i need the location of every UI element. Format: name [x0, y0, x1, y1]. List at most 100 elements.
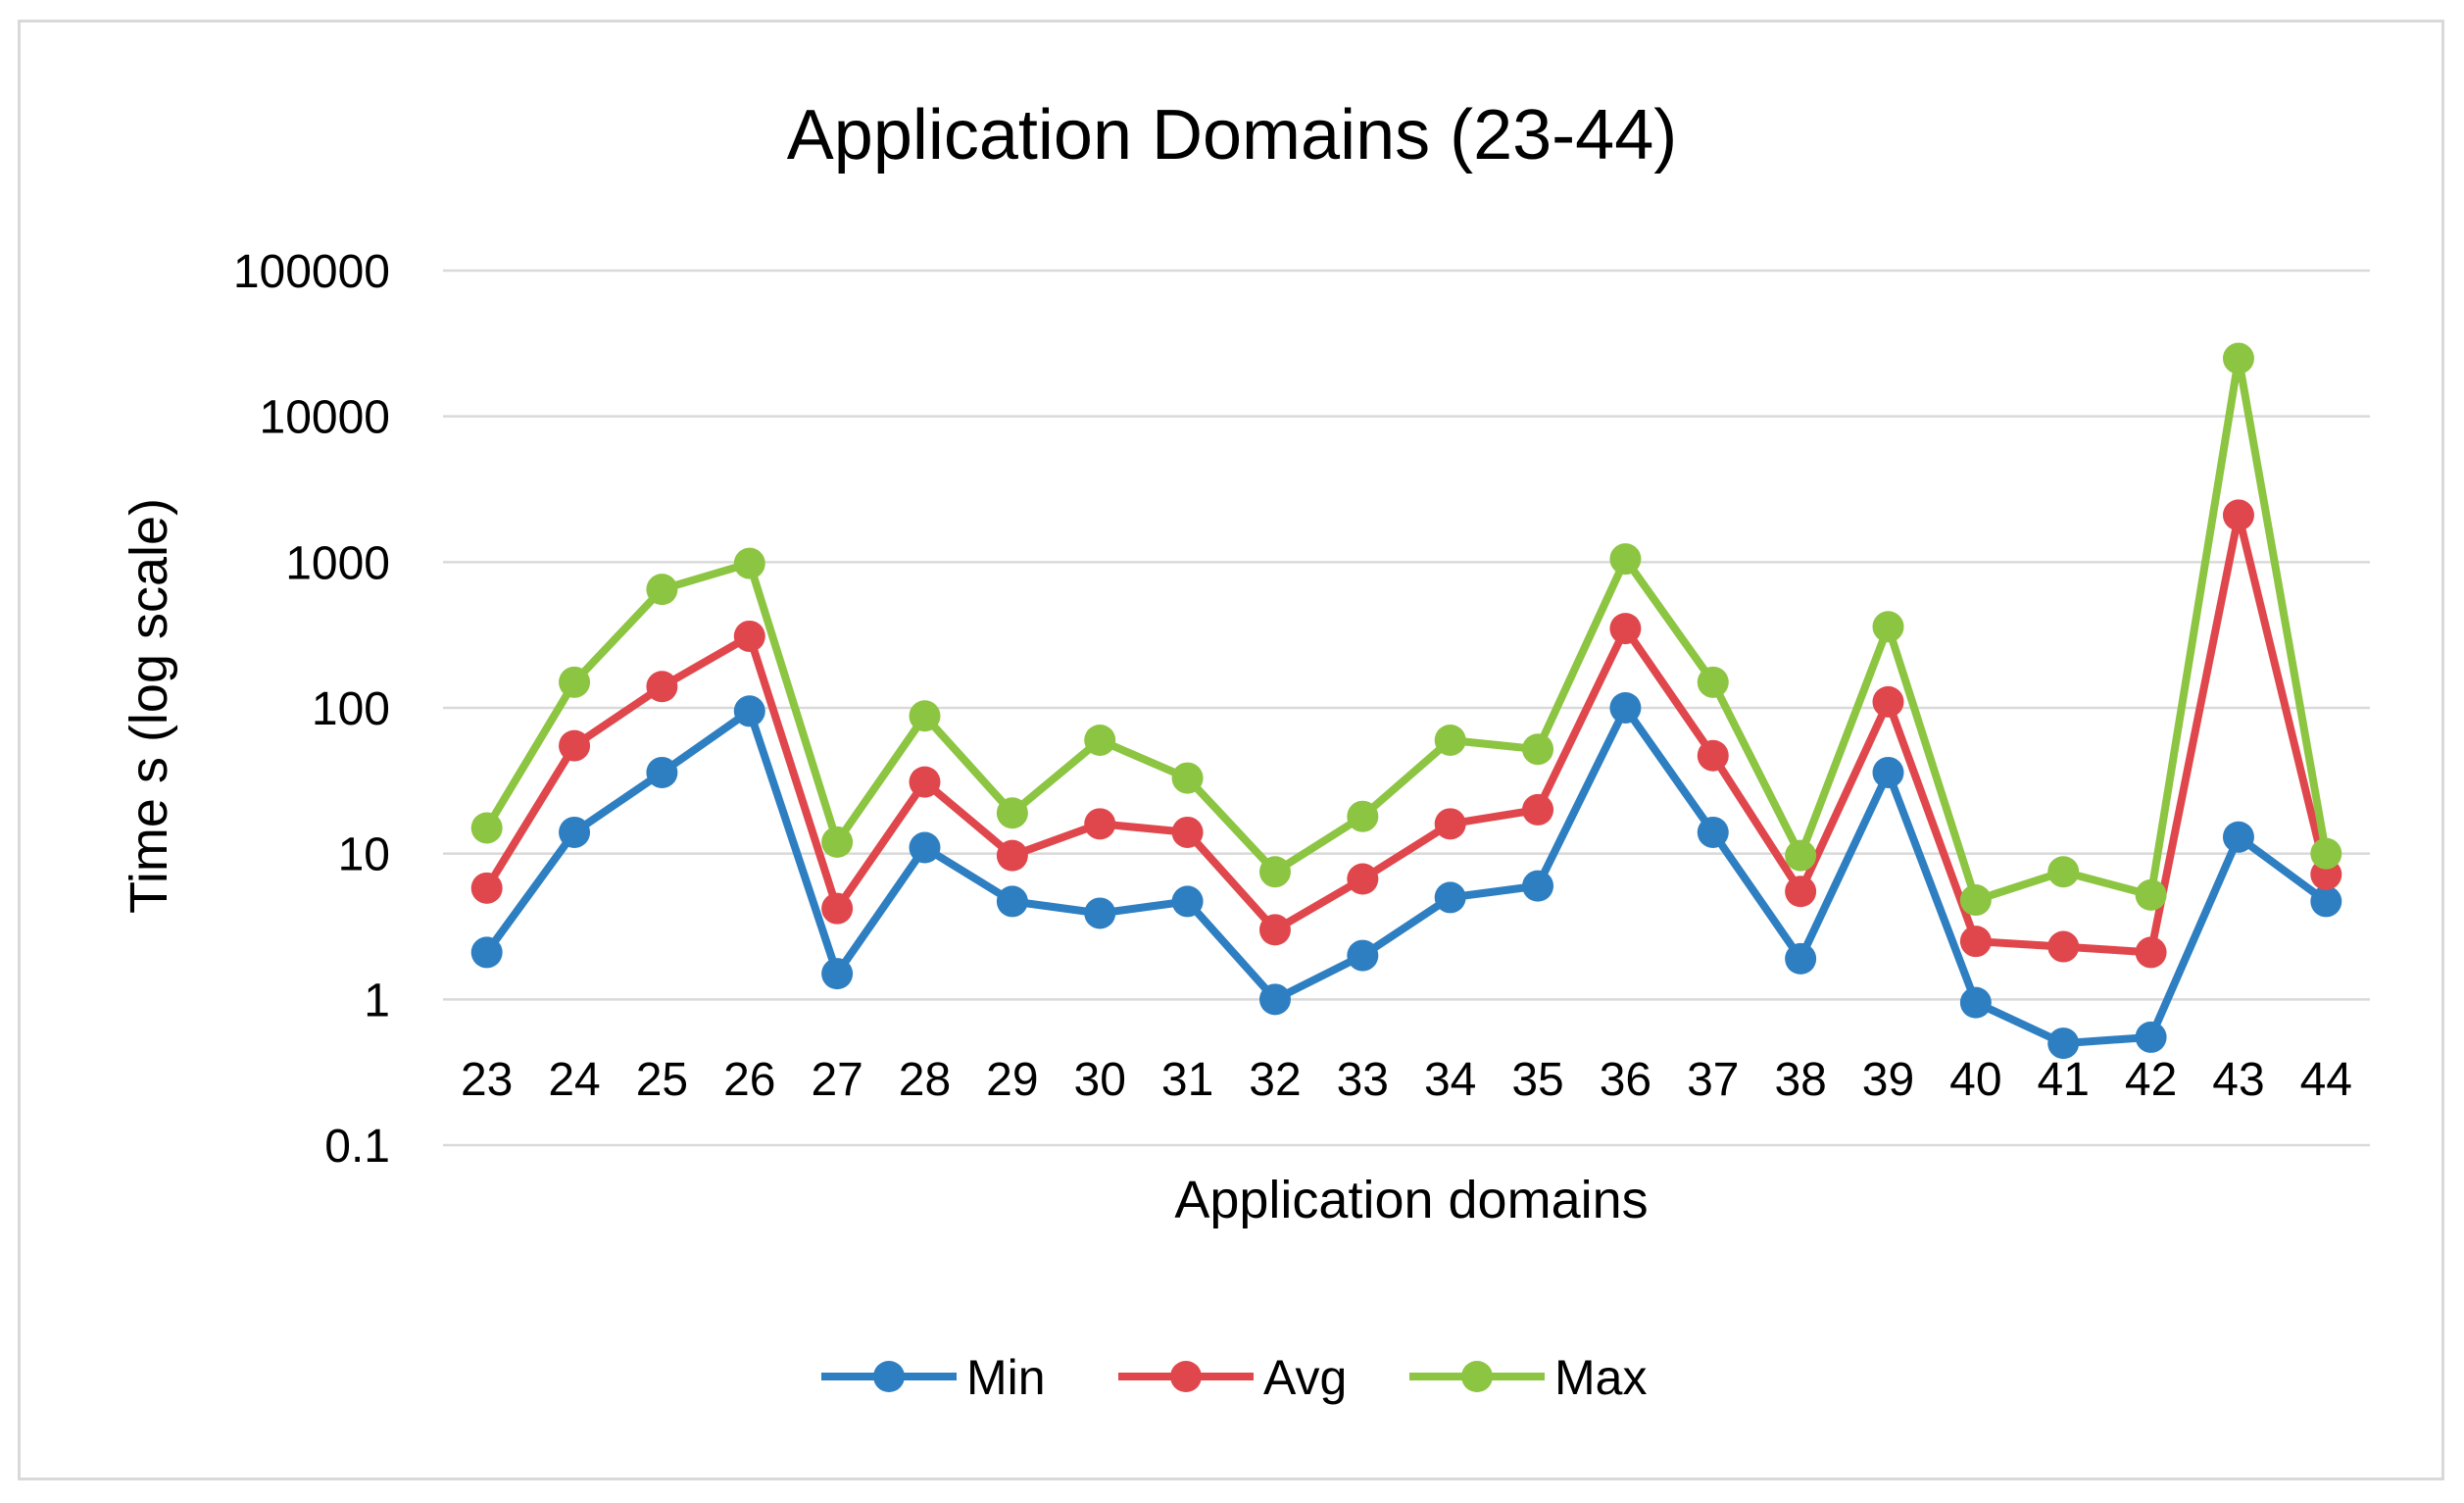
data-point-avg	[559, 729, 591, 762]
data-point-max	[1697, 666, 1729, 698]
data-point-avg	[909, 766, 941, 798]
data-point-min	[1522, 870, 1554, 902]
data-point-max	[909, 700, 941, 732]
data-point-max	[1785, 839, 1817, 872]
data-point-min	[1171, 885, 1204, 918]
data-point-min	[470, 936, 503, 969]
data-point-avg	[2222, 499, 2254, 531]
legend: Min Avg Max	[821, 1350, 1647, 1405]
x-tick-label: 31	[1161, 1054, 1213, 1106]
data-point-min	[646, 756, 678, 788]
x-tick-label: 38	[1774, 1054, 1826, 1106]
y-tick-label: 10	[338, 829, 390, 881]
x-tick-label: 35	[1511, 1054, 1563, 1106]
data-point-avg	[996, 839, 1028, 872]
data-point-avg	[646, 671, 678, 703]
legend-label: Min	[966, 1350, 1046, 1405]
x-tick-label: 23	[461, 1054, 513, 1106]
y-tick-labels: 100000 10000 1000 100 10 1 0.1	[233, 246, 390, 1173]
data-point-min	[2047, 1027, 2080, 1060]
data-point-max	[470, 812, 503, 844]
data-point-min	[1785, 942, 1817, 975]
data-point-max	[733, 547, 765, 579]
x-tick-label: 44	[2300, 1054, 2352, 1106]
x-tick-label: 42	[2125, 1054, 2177, 1106]
x-tick-label: 25	[636, 1054, 688, 1106]
data-point-max	[2047, 856, 2080, 888]
x-tick-label: 33	[1337, 1054, 1389, 1106]
data-point-max	[1609, 543, 1642, 576]
data-point-avg	[821, 892, 854, 925]
x-tick-label: 28	[899, 1054, 951, 1106]
x-tick-label: 24	[548, 1054, 600, 1106]
data-point-avg	[1959, 926, 1992, 958]
y-tick-label: 100000	[233, 246, 390, 298]
data-point-min	[733, 695, 765, 727]
data-point-avg	[470, 872, 503, 904]
x-tick-label: 34	[1424, 1054, 1476, 1106]
data-point-max	[559, 666, 591, 698]
data-point-min	[1959, 986, 1992, 1019]
y-axis-title: Time s (log scale)	[120, 498, 178, 914]
data-point-avg	[1785, 876, 1817, 908]
data-point-min	[2222, 821, 2254, 853]
data-point-max	[1084, 724, 1116, 756]
x-tick-labels: 23 24 25 26 27 28 29 30 31 32 33 34 35 36 37 38 39 40 41 42…	[461, 1054, 2352, 1106]
x-tick-label: 36	[1600, 1054, 1651, 1106]
data-point-avg	[1609, 613, 1642, 645]
data-point-min	[2310, 885, 2342, 918]
legend-item-max: Max	[1409, 1350, 1647, 1405]
grid-layer	[443, 269, 2370, 1147]
legend-swatch-marker	[873, 1361, 905, 1392]
data-point-avg	[2135, 936, 2167, 969]
data-point-max	[996, 797, 1028, 829]
data-point-avg	[2047, 930, 2080, 963]
chart-title: Application Domains (23-44)	[787, 96, 1677, 175]
data-point-avg	[1434, 808, 1466, 840]
y-tick-label: 100	[312, 683, 390, 735]
data-point-max	[1434, 724, 1466, 756]
legend-item-avg: Avg	[1118, 1350, 1347, 1405]
y-tick-label: 0.1	[324, 1121, 390, 1173]
data-point-avg	[1171, 816, 1204, 848]
data-point-min	[559, 816, 591, 848]
data-point-max	[1171, 762, 1204, 794]
series-line-min	[483, 704, 2329, 1048]
series-line-max	[483, 354, 2331, 905]
x-tick-label: 37	[1687, 1054, 1739, 1106]
data-point-avg	[1522, 793, 1554, 826]
data-point-max	[1258, 856, 1291, 888]
data-point-max	[1522, 733, 1554, 766]
chart-frame	[18, 20, 2444, 1480]
legend-swatch-marker	[1461, 1361, 1493, 1392]
data-point-avg	[1084, 808, 1116, 840]
data-point-min	[1258, 983, 1291, 1016]
data-point-avg	[1347, 863, 1379, 895]
data-point-max	[1959, 884, 1992, 917]
data-point-min	[909, 831, 941, 864]
legend-label: Avg	[1263, 1350, 1347, 1405]
series-max	[470, 342, 2342, 917]
data-point-avg	[733, 620, 765, 652]
data-point-min	[1697, 816, 1729, 848]
data-point-max	[2310, 837, 2342, 870]
y-tick-label: 1	[364, 975, 390, 1027]
data-point-min	[1347, 939, 1379, 972]
series-min	[470, 692, 2342, 1060]
series-layer	[470, 342, 2342, 1060]
data-point-max	[2222, 342, 2254, 375]
y-tick-label: 1000	[285, 537, 390, 589]
data-point-min	[2135, 1021, 2167, 1053]
data-point-max	[821, 826, 854, 858]
data-point-avg	[1258, 914, 1291, 946]
x-tick-label: 27	[811, 1054, 862, 1106]
legend-swatch-marker	[1170, 1361, 1202, 1392]
x-tick-label: 40	[1949, 1054, 2001, 1106]
series-line-avg	[483, 511, 2331, 957]
data-point-max	[1872, 611, 1904, 643]
x-tick-label: 43	[2212, 1054, 2264, 1106]
legend-item-min: Min	[821, 1350, 1046, 1405]
x-tick-label: 41	[2038, 1054, 2090, 1106]
legend-label: Max	[1554, 1350, 1647, 1405]
